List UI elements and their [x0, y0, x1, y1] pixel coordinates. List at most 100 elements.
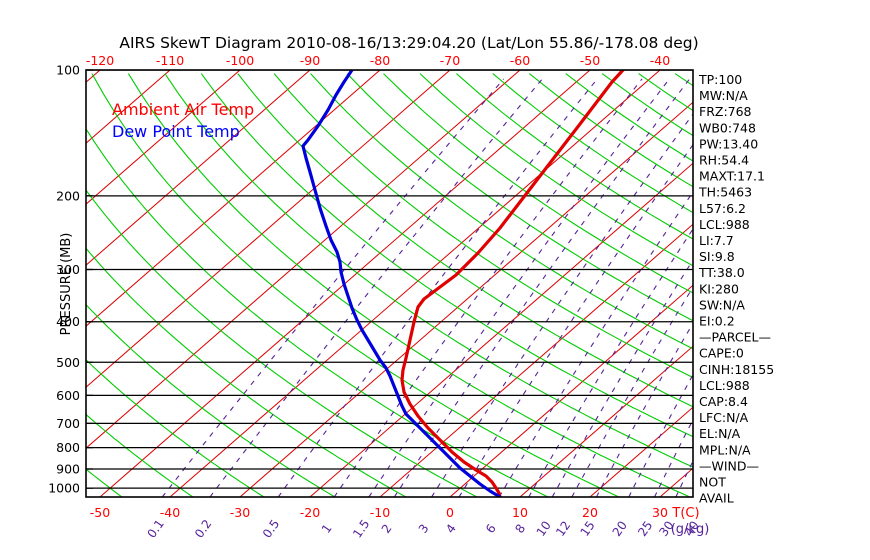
mixing-ratio-line	[595, 322, 693, 497]
pressure-tick-label: 100	[56, 63, 80, 78]
stats-line: CAP:8.4	[699, 394, 748, 409]
dry-adiabat-line	[86, 127, 549, 497]
bottom-temp-tick-label: -40	[160, 505, 180, 520]
stats-line: —WIND—	[699, 458, 759, 473]
mixing-ratio-line	[161, 78, 505, 497]
isotherm-line	[86, 70, 241, 205]
stats-line: CINH:18155	[699, 362, 774, 377]
top-temp-tick-label: -120	[86, 53, 114, 68]
top-temp-tick-label: -90	[300, 53, 320, 68]
ambient-air-temp-curve	[400, 70, 625, 497]
mixing-ratio-line	[498, 191, 693, 497]
dew-point-temp-curve	[301, 70, 502, 497]
pressure-tick-label: 1000	[48, 481, 80, 496]
stats-line: MW:N/A	[699, 88, 748, 103]
mixing-ratio-line	[458, 143, 693, 497]
mixing-ratio-axis-label: (g/kg)	[671, 522, 710, 537]
stats-line: EI:0.2	[699, 314, 735, 329]
isotherm-line	[449, 284, 693, 497]
dry-adiabat-line	[86, 413, 194, 497]
top-temp-tick-label: -80	[370, 53, 390, 68]
dry-adiabat-line	[273, 73, 693, 379]
dry-adiabat-line	[200, 73, 693, 438]
stats-line: SW:N/A	[699, 297, 745, 312]
dry-adiabat-line	[86, 189, 478, 497]
bottom-temp-tick-label: 0	[446, 505, 454, 520]
pressure-tick-label: 500	[56, 355, 80, 370]
dry-adiabat-line	[237, 73, 693, 408]
pressure-tick-label: 900	[56, 462, 80, 477]
dry-adiabat-line	[419, 73, 693, 267]
dry-adiabat-line	[91, 73, 620, 497]
isotherm-line	[86, 70, 381, 327]
legend-dew-point-temp: Dew Point Temp	[112, 122, 240, 141]
mixing-ratio-line	[628, 373, 693, 497]
bottom-temp-tick-label: -10	[370, 505, 390, 520]
bottom-temp-tick-label: -20	[300, 505, 320, 520]
stats-line: TT:38.0	[698, 265, 745, 280]
stats-line: L57:6.2	[699, 201, 746, 216]
pressure-tick-label: 800	[56, 440, 80, 455]
stats-line: CAPE:0	[699, 346, 744, 361]
sounding-curves-layer	[301, 70, 625, 497]
stats-line: LCL:988	[699, 217, 750, 232]
stats-line: LI:7.7	[699, 233, 734, 248]
mixing-ratio-line	[431, 113, 693, 497]
bottom-temp-tick-label: 30	[652, 505, 668, 520]
top-temp-tick-label: -110	[156, 53, 184, 68]
isotherm-line	[589, 406, 693, 497]
stats-line: AVAIL	[699, 491, 734, 506]
dry-adiabat-line	[346, 73, 693, 322]
top-temp-tick-label: -70	[440, 53, 460, 68]
pressure-tick-label: 200	[56, 188, 80, 203]
mixing-ratio-line	[571, 286, 693, 497]
isotherm-line	[309, 162, 693, 497]
stats-line: WB0:748	[699, 120, 756, 135]
stats-line: PW:13.40	[699, 136, 758, 151]
pressure-tick-label: 300	[56, 262, 80, 277]
pressure-tick-label: 700	[56, 416, 80, 431]
mixing-ratio-line	[333, 78, 643, 497]
mixing-ratio-line	[368, 78, 670, 497]
page-title: AIRS SkewT Diagram 2010-08-16/13:29:04.2…	[119, 34, 698, 52]
stats-line: KI:280	[699, 281, 739, 296]
stats-line: SI:9.8	[699, 249, 735, 264]
temperature-axis-label: T(C)	[671, 506, 699, 521]
isotherm-line	[86, 70, 521, 449]
stats-line: TH:5463	[698, 185, 752, 200]
pressure-axis-label: PRESSURE (MB)	[59, 233, 74, 336]
bottom-temp-tick-label: 10	[512, 505, 528, 520]
top-temp-tick-label: -60	[510, 53, 530, 68]
mixing-ratio-line	[528, 227, 693, 497]
stats-line: TP:100	[698, 72, 742, 87]
dry-adiabat-line	[383, 73, 693, 294]
stats-line: LCL:988	[699, 378, 750, 393]
stats-line: LFC:N/A	[699, 410, 749, 425]
isotherm-line	[86, 70, 171, 144]
grid-lines-layer	[86, 70, 693, 497]
dry-adiabat-line	[86, 359, 265, 497]
mixing-ratio-line	[277, 78, 598, 497]
mixing-ratio-line	[551, 259, 693, 497]
stats-line: RH:54.4	[699, 153, 749, 168]
stats-line: NOT	[699, 475, 726, 490]
isotherm-line	[169, 70, 661, 497]
top-temp-tick-label: -100	[226, 53, 254, 68]
stats-line: MAXT:17.1	[699, 169, 765, 184]
plot-frame	[85, 69, 694, 498]
stats-line: FRZ:768	[699, 104, 752, 119]
isotherm-line	[239, 101, 693, 497]
pressure-tick-label: 400	[56, 314, 80, 329]
pressure-tick-label: 600	[56, 388, 80, 403]
dry-adiabat-line	[127, 73, 691, 497]
stats-line: MPL:N/A	[699, 442, 751, 457]
isotherm-line	[519, 345, 693, 497]
stats-line: EL:N/A	[699, 426, 741, 441]
mixing-ratio-line	[209, 78, 543, 497]
mixing-ratio-line	[393, 78, 691, 497]
top-temp-tick-label: -50	[580, 53, 600, 68]
